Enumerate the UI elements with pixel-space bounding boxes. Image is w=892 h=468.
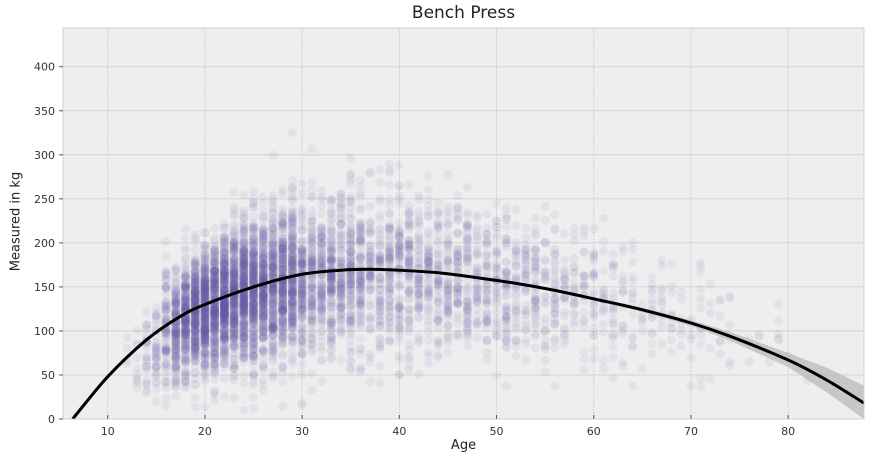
x-tick-label: 40 <box>392 425 406 438</box>
y-tick-label: 0 <box>48 413 55 426</box>
x-tick-label: 50 <box>490 425 504 438</box>
y-tick-label: 100 <box>34 325 55 338</box>
scatter-points <box>122 128 813 415</box>
plot-frame <box>62 27 865 420</box>
y-tick-label: 250 <box>34 193 55 206</box>
y-tick-label: 300 <box>34 149 55 162</box>
y-axis-ticks: 0 50 100 150 200 250 300 350 400 <box>34 61 63 426</box>
x-tick-label: 60 <box>587 425 601 438</box>
x-tick-label: 70 <box>684 425 698 438</box>
x-tick-label: 10 <box>101 425 115 438</box>
gridlines <box>63 28 864 420</box>
y-tick-label: 200 <box>34 237 55 250</box>
x-axis-ticks: 10 20 30 40 50 60 70 80 <box>101 415 795 438</box>
y-tick-label: 50 <box>41 369 55 382</box>
x-axis-label: Age <box>450 438 477 453</box>
plot-area <box>63 28 864 419</box>
x-tick-label: 30 <box>295 425 309 438</box>
y-tick-label: 400 <box>34 61 55 74</box>
y-tick-label: 350 <box>34 105 55 118</box>
chart-title: Bench Press <box>411 3 516 23</box>
x-tick-label: 80 <box>781 425 795 438</box>
y-tick-label: 150 <box>34 281 55 294</box>
y-axis-label: Measured in kg <box>8 171 24 272</box>
fit-line <box>71 267 865 420</box>
x-tick-label: 20 <box>198 425 212 438</box>
